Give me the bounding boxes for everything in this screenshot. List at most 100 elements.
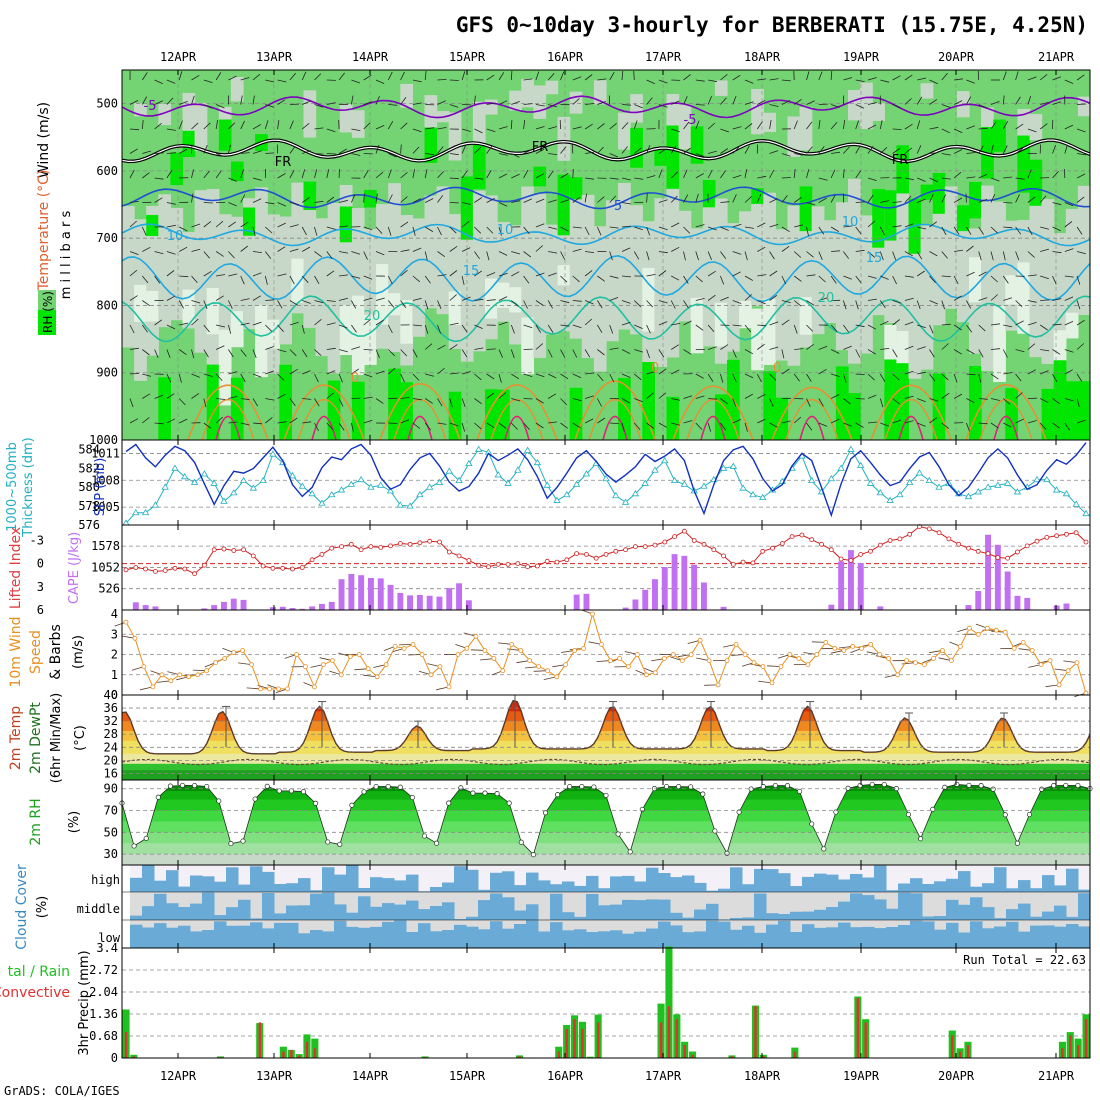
- wind-barb: [769, 373, 777, 381]
- wind-tick-label: 0: [111, 688, 118, 702]
- wind-barb: [412, 226, 416, 236]
- wind-barb: [289, 169, 295, 179]
- wind-barb: [769, 224, 779, 228]
- wind-barb: [793, 300, 802, 307]
- wind-barb: [314, 251, 322, 258]
- li-point: [1083, 539, 1089, 545]
- wind-barb: [597, 417, 606, 424]
- wind-barb: [609, 226, 619, 229]
- wind-barb: [941, 300, 945, 310]
- wind-tick-label: 3: [111, 627, 118, 641]
- li-point: [221, 546, 227, 552]
- precip-unit-label: 3hr Precip (mm): [77, 950, 92, 1055]
- wind-barb: [179, 322, 189, 326]
- wind-barb: [769, 398, 774, 407]
- wind-barb: [142, 300, 150, 307]
- wind-barb: [191, 169, 194, 179]
- rh-point: [639, 806, 645, 812]
- rh-point: [325, 839, 331, 845]
- wind-barb: [314, 422, 319, 432]
- wind-barb: [818, 71, 823, 81]
- wind-barb: [363, 193, 365, 203]
- rh-point: [192, 782, 198, 789]
- wind-barb: [1076, 74, 1085, 81]
- wind-barb: [129, 295, 138, 301]
- wind-barb: [203, 373, 213, 377]
- cloud-bar: [430, 931, 443, 948]
- rh-light-band: [339, 305, 353, 356]
- cloud-bar: [490, 872, 503, 892]
- rh-point: [857, 782, 863, 789]
- rh-point: [397, 784, 403, 790]
- li-point: [525, 564, 530, 570]
- wind-barb: [584, 300, 594, 305]
- cloud-bar: [958, 904, 971, 920]
- cloud-bar: [418, 923, 431, 948]
- wind-barb: [990, 373, 999, 380]
- thickness-point: [661, 457, 669, 464]
- wind-barb: [818, 226, 825, 235]
- thickness-tick-label: 576: [78, 518, 100, 532]
- wind-barb: [203, 145, 208, 154]
- rh-dry-band: [593, 80, 607, 105]
- wind-speed-point: [1002, 629, 1008, 635]
- precip-convective-bar: [258, 1022, 261, 1058]
- thickness-point: [925, 476, 933, 484]
- wind-barb: [806, 202, 816, 206]
- cloud-level-label: low: [98, 931, 120, 945]
- wind-barb: [277, 99, 286, 105]
- cloud-bar: [130, 924, 143, 948]
- wind-barb: [683, 169, 688, 179]
- wind-barb: [572, 126, 582, 130]
- wind-barb: [252, 295, 261, 301]
- wind-speed-point: [652, 670, 658, 676]
- rh-dry-band: [122, 206, 135, 348]
- rh-point: [252, 796, 258, 802]
- wind-barb: [646, 251, 650, 261]
- cloud-bar: [154, 923, 167, 948]
- wind-barb: [769, 169, 775, 179]
- wind-barb: [646, 349, 650, 359]
- wind-barb: [929, 152, 939, 154]
- wind-barb: [375, 349, 380, 358]
- li-point: [564, 557, 570, 563]
- wind-barb: [917, 346, 926, 350]
- wind-barb: [793, 98, 802, 105]
- wind-barb: [917, 371, 927, 375]
- wind-barb: [720, 148, 729, 154]
- wind-barb: [203, 270, 212, 277]
- li-point: [975, 548, 981, 554]
- wind-barb: [720, 251, 727, 259]
- wind-barb: [240, 322, 250, 326]
- wind-barb: [683, 251, 686, 261]
- li-point: [348, 541, 354, 547]
- cloud-bar: [802, 911, 815, 920]
- cloud-bar: [778, 920, 791, 948]
- li-point: [485, 564, 491, 570]
- wind-barb: [412, 79, 422, 83]
- wind-barb: [437, 100, 446, 105]
- warm-contour: [476, 384, 558, 441]
- wind-barb: [166, 128, 176, 131]
- thickness-point: [210, 479, 218, 486]
- wind-barb: [228, 396, 238, 399]
- hot-contour: [407, 415, 433, 441]
- cloud-bar: [322, 867, 335, 892]
- rh-point: [228, 841, 234, 847]
- cape-bar: [358, 575, 365, 610]
- wind-barb: [425, 373, 435, 377]
- wind-barb: [449, 270, 458, 277]
- thickness-point: [837, 464, 845, 471]
- wind-barb: [585, 151, 595, 154]
- temp-tick-label: 36: [104, 701, 118, 715]
- wind-barb: [351, 368, 360, 375]
- pressure-tick-label: 500: [96, 97, 118, 111]
- wind-barb: [166, 295, 175, 301]
- isotherm-line: [121, 254, 1091, 303]
- wind-speed-point: [644, 672, 649, 678]
- wind-barb: [830, 418, 840, 424]
- cloud-bar: [286, 905, 299, 920]
- wind-speed-line: [125, 612, 1087, 694]
